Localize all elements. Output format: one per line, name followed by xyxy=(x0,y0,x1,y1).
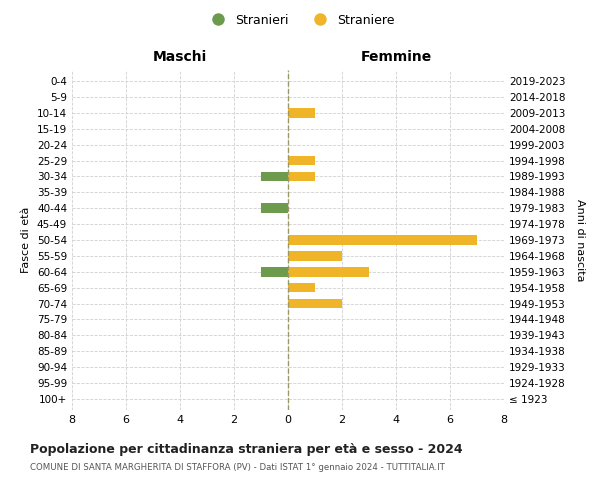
Legend: Stranieri, Straniere: Stranieri, Straniere xyxy=(200,8,400,32)
Bar xyxy=(288,156,315,166)
Bar xyxy=(288,267,369,276)
Bar xyxy=(288,299,342,308)
Bar xyxy=(288,172,315,181)
Y-axis label: Anni di nascita: Anni di nascita xyxy=(575,198,585,281)
Bar xyxy=(288,108,315,118)
Text: Popolazione per cittadinanza straniera per età e sesso - 2024: Popolazione per cittadinanza straniera p… xyxy=(30,442,463,456)
Y-axis label: Fasce di età: Fasce di età xyxy=(22,207,31,273)
Bar xyxy=(261,267,288,276)
Text: Femmine: Femmine xyxy=(361,50,431,64)
Bar xyxy=(261,172,288,181)
Text: Maschi: Maschi xyxy=(153,50,207,64)
Bar xyxy=(288,235,477,245)
Bar xyxy=(288,283,315,292)
Text: COMUNE DI SANTA MARGHERITA DI STAFFORA (PV) - Dati ISTAT 1° gennaio 2024 - TUTTI: COMUNE DI SANTA MARGHERITA DI STAFFORA (… xyxy=(30,462,445,471)
Bar xyxy=(288,251,342,260)
Bar xyxy=(261,204,288,213)
